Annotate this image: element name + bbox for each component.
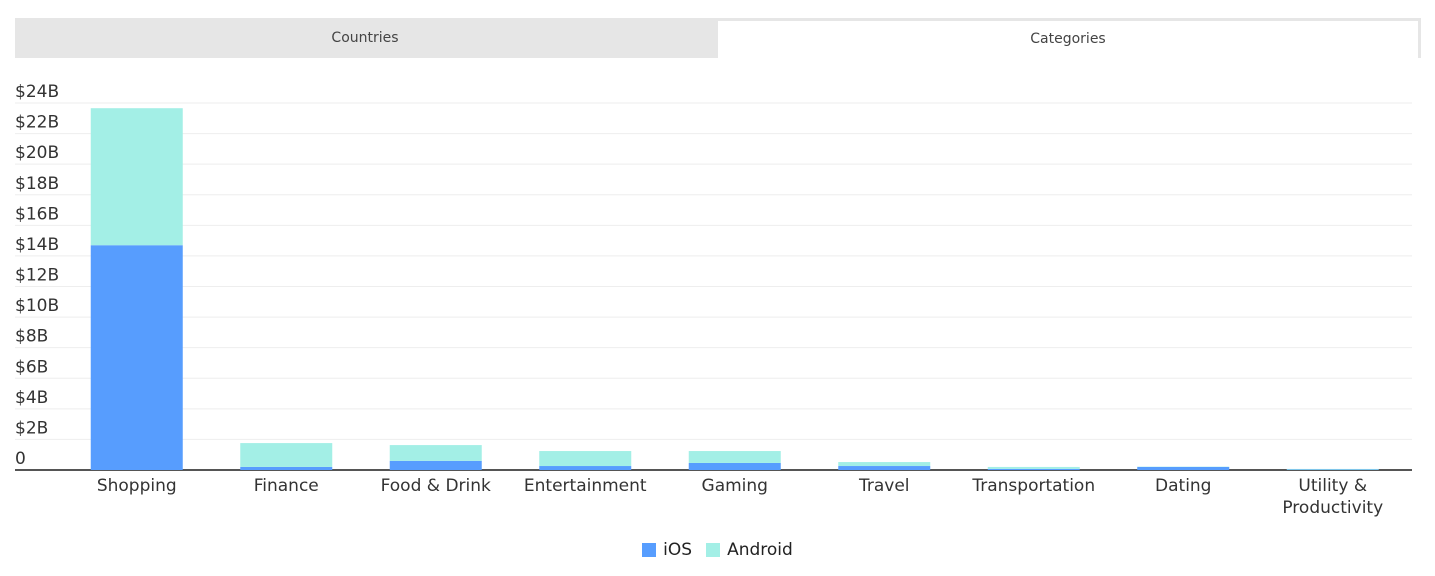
y-tick-label: $2B <box>15 418 48 438</box>
y-tick-label: $4B <box>15 388 48 408</box>
x-tick-label: Transportation <box>972 476 1096 496</box>
x-tick-label: Dating <box>1155 476 1212 496</box>
y-tick-label: $6B <box>15 357 48 377</box>
y-tick-label: $8B <box>15 327 48 347</box>
y-tick-label: $16B <box>15 204 59 224</box>
legend-swatch <box>642 543 657 557</box>
x-tick-label: Finance <box>253 476 319 496</box>
y-tick-label: $10B <box>15 296 59 316</box>
bar-segment <box>90 245 183 470</box>
bar-segment <box>838 462 931 467</box>
y-tick-label: 0 <box>15 449 26 469</box>
y-tick-label: $24B <box>15 82 59 102</box>
bar-segment <box>688 451 781 463</box>
bar-segment <box>90 108 183 246</box>
bar-segment <box>688 462 781 470</box>
tab-bar: Countries Categories <box>15 18 1421 58</box>
legend-item: Android <box>706 540 793 560</box>
tab[interactable]: Categories <box>715 18 1421 58</box>
bar-segment <box>838 466 931 470</box>
bar-segment <box>539 466 632 470</box>
y-tick-label: $12B <box>15 266 59 286</box>
bar-segment <box>987 466 1080 469</box>
bar-segment <box>539 451 632 467</box>
y-tick-label: $22B <box>15 113 59 133</box>
legend-label: iOS <box>663 540 693 560</box>
x-tick-label: Utility & Productivity <box>1282 476 1384 518</box>
y-tick-label: $14B <box>15 235 59 255</box>
x-tick-label: Shopping <box>96 476 177 496</box>
x-tick-label: Travel <box>858 476 910 496</box>
bar-segment <box>389 445 482 461</box>
x-tick-label: Gaming <box>701 476 768 496</box>
bar-segment <box>987 468 1080 470</box>
legend-item: iOS <box>642 540 692 560</box>
tab[interactable]: Countries <box>15 18 715 58</box>
x-tick-label: Entertainment <box>523 476 647 496</box>
bar-segment <box>1286 468 1379 470</box>
x-tick-label: Food & Drink <box>380 476 491 496</box>
bar-segment <box>240 466 333 470</box>
y-tick-label: $20B <box>15 143 59 163</box>
bar-segment <box>240 443 333 467</box>
bar-segment <box>1137 466 1230 470</box>
legend-swatch <box>706 543 721 557</box>
y-tick-label: $18B <box>15 174 59 194</box>
legend: iOS Android <box>0 540 1435 560</box>
bar-segment <box>389 460 482 470</box>
legend-label: Android <box>727 540 793 560</box>
